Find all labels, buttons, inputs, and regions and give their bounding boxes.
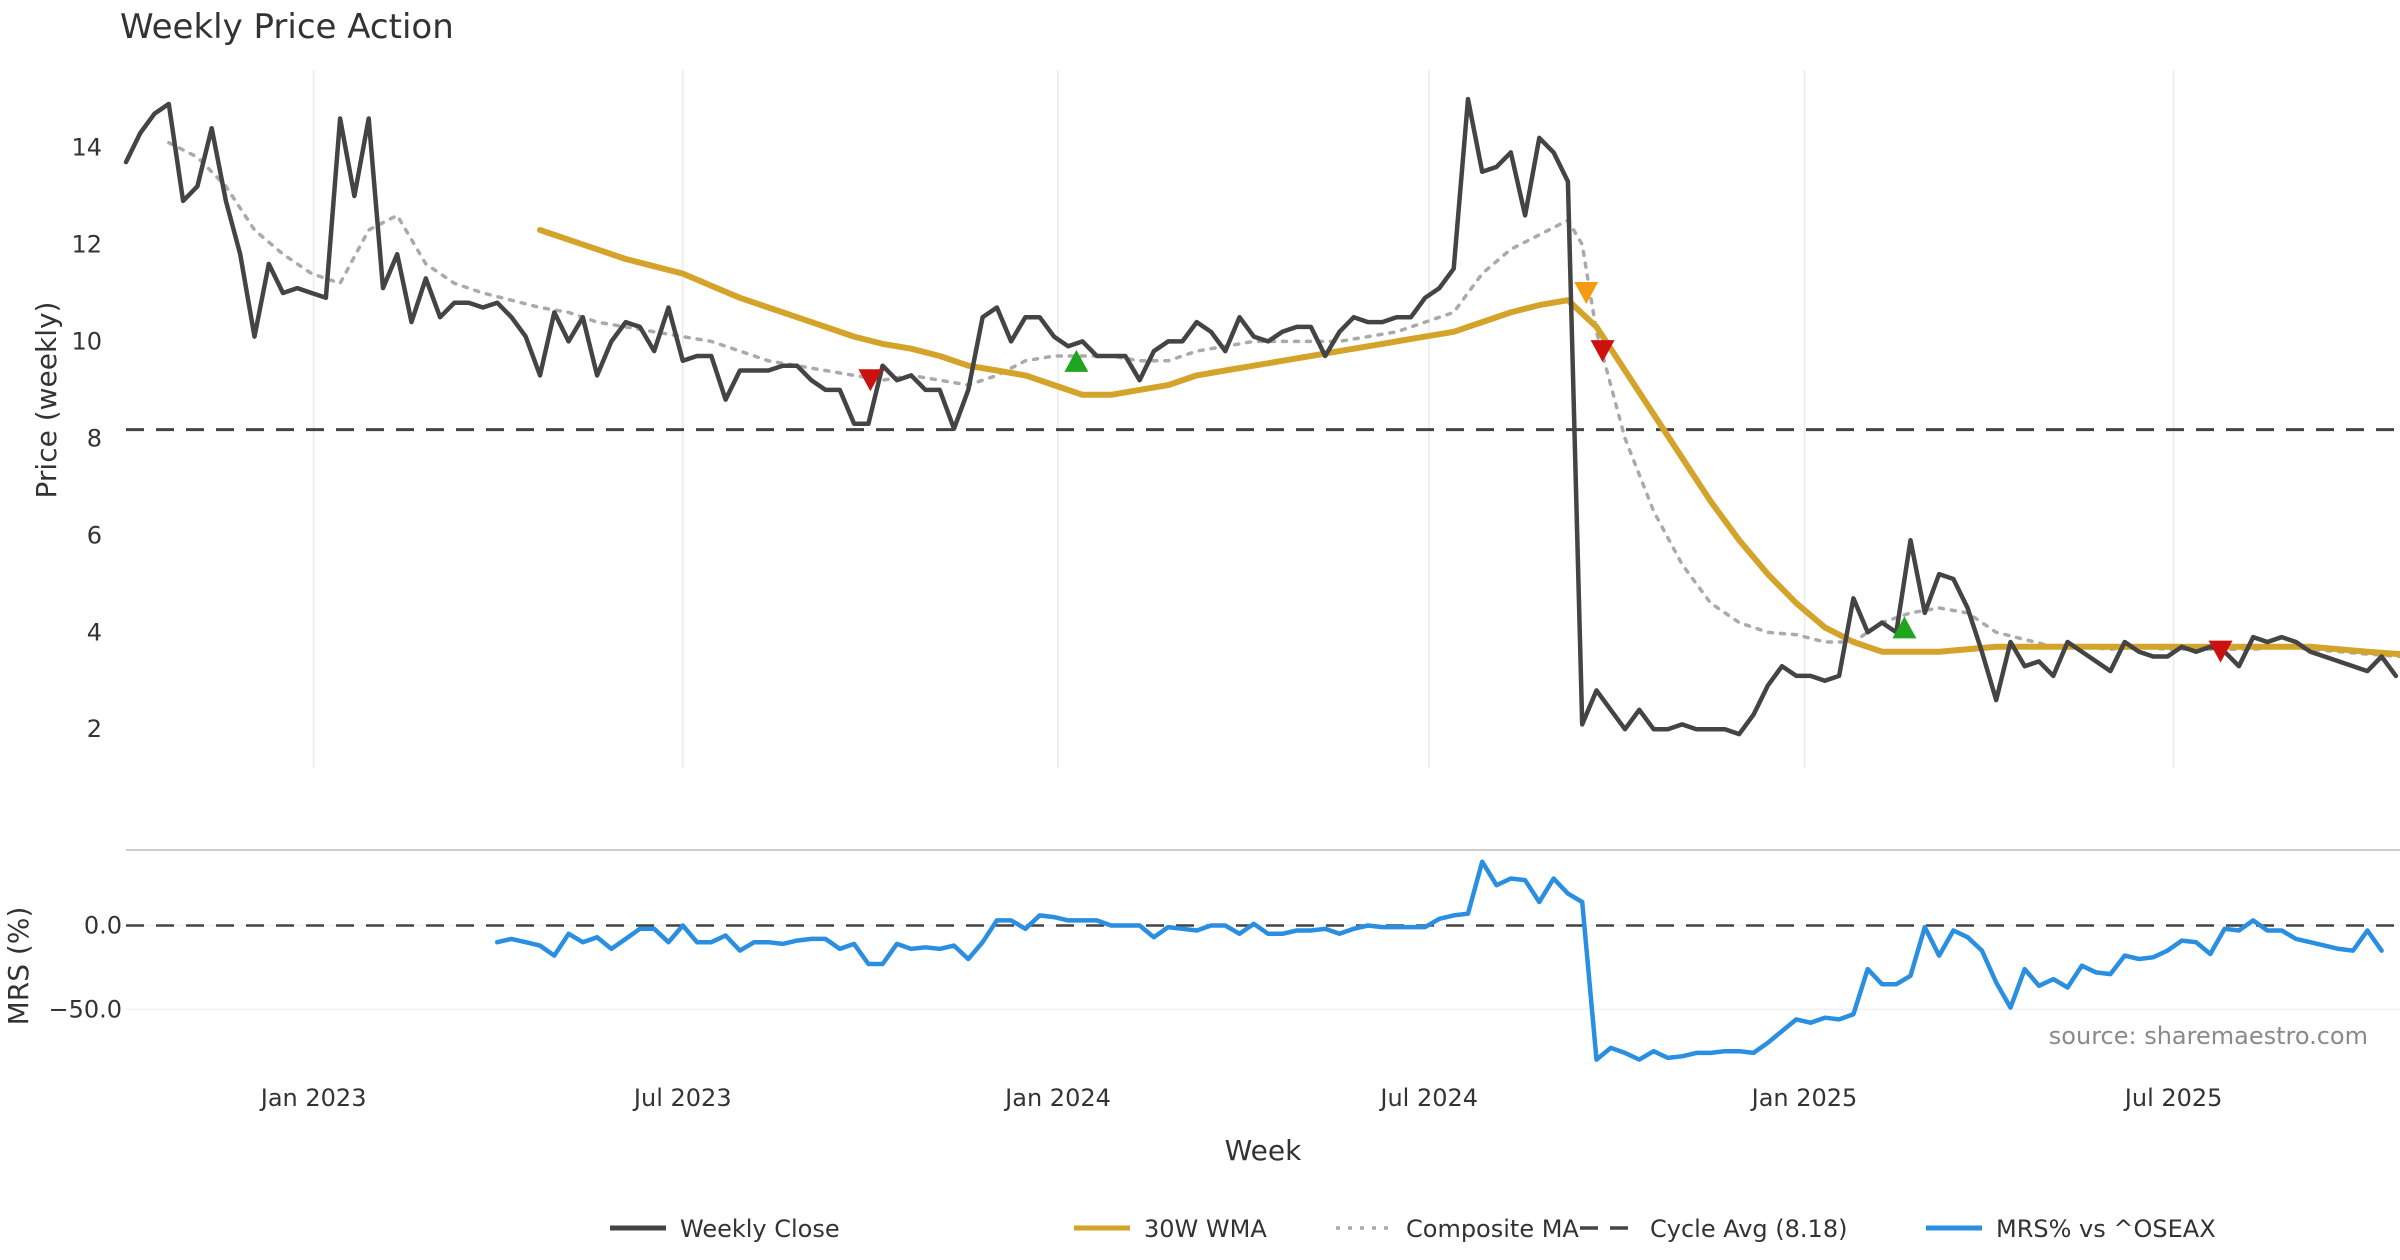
mrs-gridlines xyxy=(126,924,2400,1011)
legend-label-30w-wma: 30W WMA xyxy=(1144,1215,1267,1243)
buy-signal-marker xyxy=(1892,616,1917,639)
price-panel: 2 4 6 8 10 12 14 Price (weekly) xyxy=(30,70,2400,768)
price-y-tick-label: 14 xyxy=(71,134,102,162)
x-tick-label: Jul 2023 xyxy=(632,1084,732,1112)
x-tick-label: Jan 2024 xyxy=(1003,1084,1111,1112)
x-tick-label: Jan 2023 xyxy=(259,1084,367,1112)
weekly-close-line xyxy=(123,96,2399,737)
mrs-series-group xyxy=(494,859,2384,1062)
legend-label-cycle-avg-8-18: Cycle Avg (8.18) xyxy=(1650,1215,1847,1243)
chart-title: Weekly Price Action xyxy=(120,7,454,47)
signal-markers xyxy=(858,281,2233,663)
price-series-group xyxy=(123,96,2400,737)
mrs-y-axis-title: MRS (%) xyxy=(2,907,35,1026)
mrs-y-tick-label: −50.0 xyxy=(48,995,122,1023)
legend: Weekly Close 30W WMA Composite MA Cycle Avg… xyxy=(610,1215,2216,1243)
price-y-tick-label: 4 xyxy=(87,618,102,646)
mrs-panel: 0.0 −50.0 MRS (%) source: sharemaestro.co… xyxy=(2,859,2400,1062)
x-axis-title: Week xyxy=(1225,1134,1302,1167)
x-tick-label: Jul 2024 xyxy=(1378,1084,1478,1112)
x-axis-ticks: Jan 2023 Jul 2023 Jan 2024 Jul 2024 Jan 2025… xyxy=(259,1084,2223,1112)
sell-signal-marker xyxy=(858,369,883,392)
legend-label-weekly-close: Weekly Close xyxy=(680,1215,840,1243)
sell-signal-marker xyxy=(1574,281,1599,304)
sell-signal-marker xyxy=(1590,340,1615,363)
price-y-tick-label: 8 xyxy=(87,424,102,452)
source-note: source: sharemaestro.com xyxy=(2049,1022,2368,1050)
price-y-ticks: 2 4 6 8 10 12 14 xyxy=(71,134,102,744)
legend-label-mrs-vs-oseax: MRS% vs ^OSEAX xyxy=(1996,1215,2216,1243)
sell-signal-marker xyxy=(2208,640,2233,663)
mrs-y-ticks: 0.0 −50.0 xyxy=(48,911,122,1023)
price-y-axis-title: Price (weekly) xyxy=(30,302,63,499)
mrs-y-tick-label: 0.0 xyxy=(84,911,122,939)
x-tick-label: Jul 2025 xyxy=(2123,1084,2223,1112)
price-y-tick-label: 6 xyxy=(87,521,102,549)
composite-ma-line xyxy=(167,140,2400,659)
price-y-tick-label: 12 xyxy=(71,231,102,259)
price-gridlines xyxy=(312,70,2175,768)
price-y-tick-label: 10 xyxy=(71,327,102,355)
legend-label-composite-ma: Composite MA xyxy=(1406,1215,1579,1243)
price-y-tick-label: 2 xyxy=(87,715,102,743)
30w-wma-line xyxy=(537,227,2400,658)
buy-signal-marker xyxy=(1064,349,1089,372)
x-tick-label: Jan 2025 xyxy=(1750,1084,1858,1112)
mrs-vs-oseax-line xyxy=(494,859,2384,1062)
